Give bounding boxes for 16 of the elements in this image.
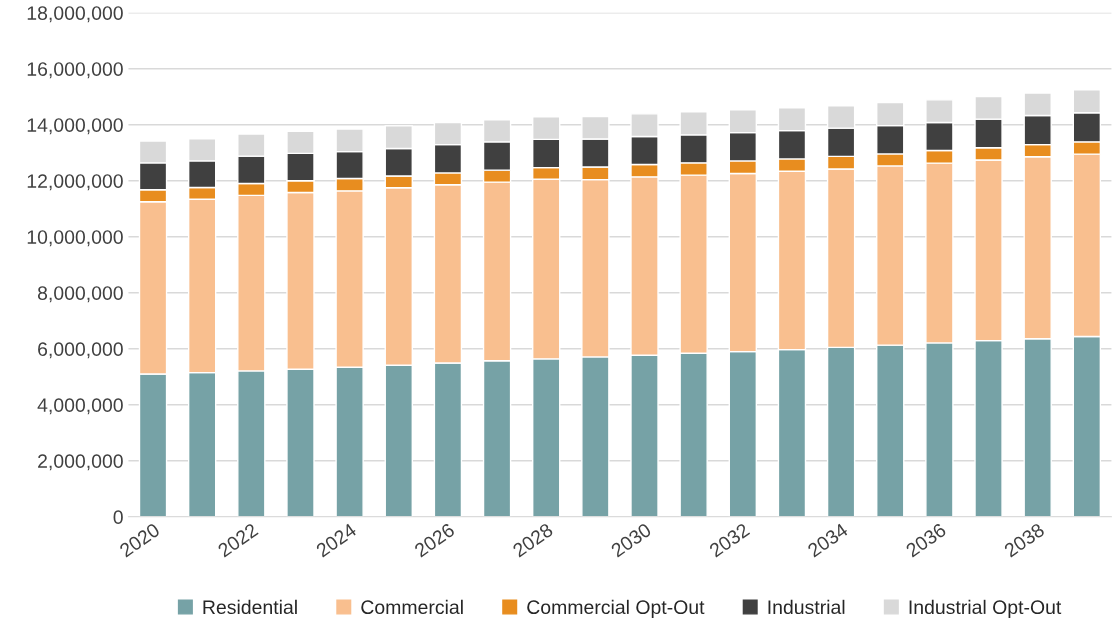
legend-label: Industrial Opt-Out [909,599,1062,618]
y-tick-label: 12,000,000 [27,174,123,191]
y-tick-label: 18,000,000 [27,6,123,23]
y-tick-label: 6,000,000 [38,342,123,359]
y-tick-label: 0 [113,510,123,525]
y-tick-label: 4,000,000 [37,398,123,415]
y-tick-label: 14,000,000 [27,118,123,135]
y-tick-label: 16,000,000 [27,62,123,79]
y-tick-label: 8,000,000 [37,286,123,303]
legend-label: Industrial [768,599,845,615]
y-tick-label: 10,000,000 [27,230,123,247]
x-tick-label: 2030 [610,522,653,558]
legend-label: Commercial [361,599,463,615]
legend-label: Commercial Opt-Out [527,599,705,618]
legend-label: Residential [203,599,297,615]
y-tick-label: 2,000,000 [38,454,123,471]
